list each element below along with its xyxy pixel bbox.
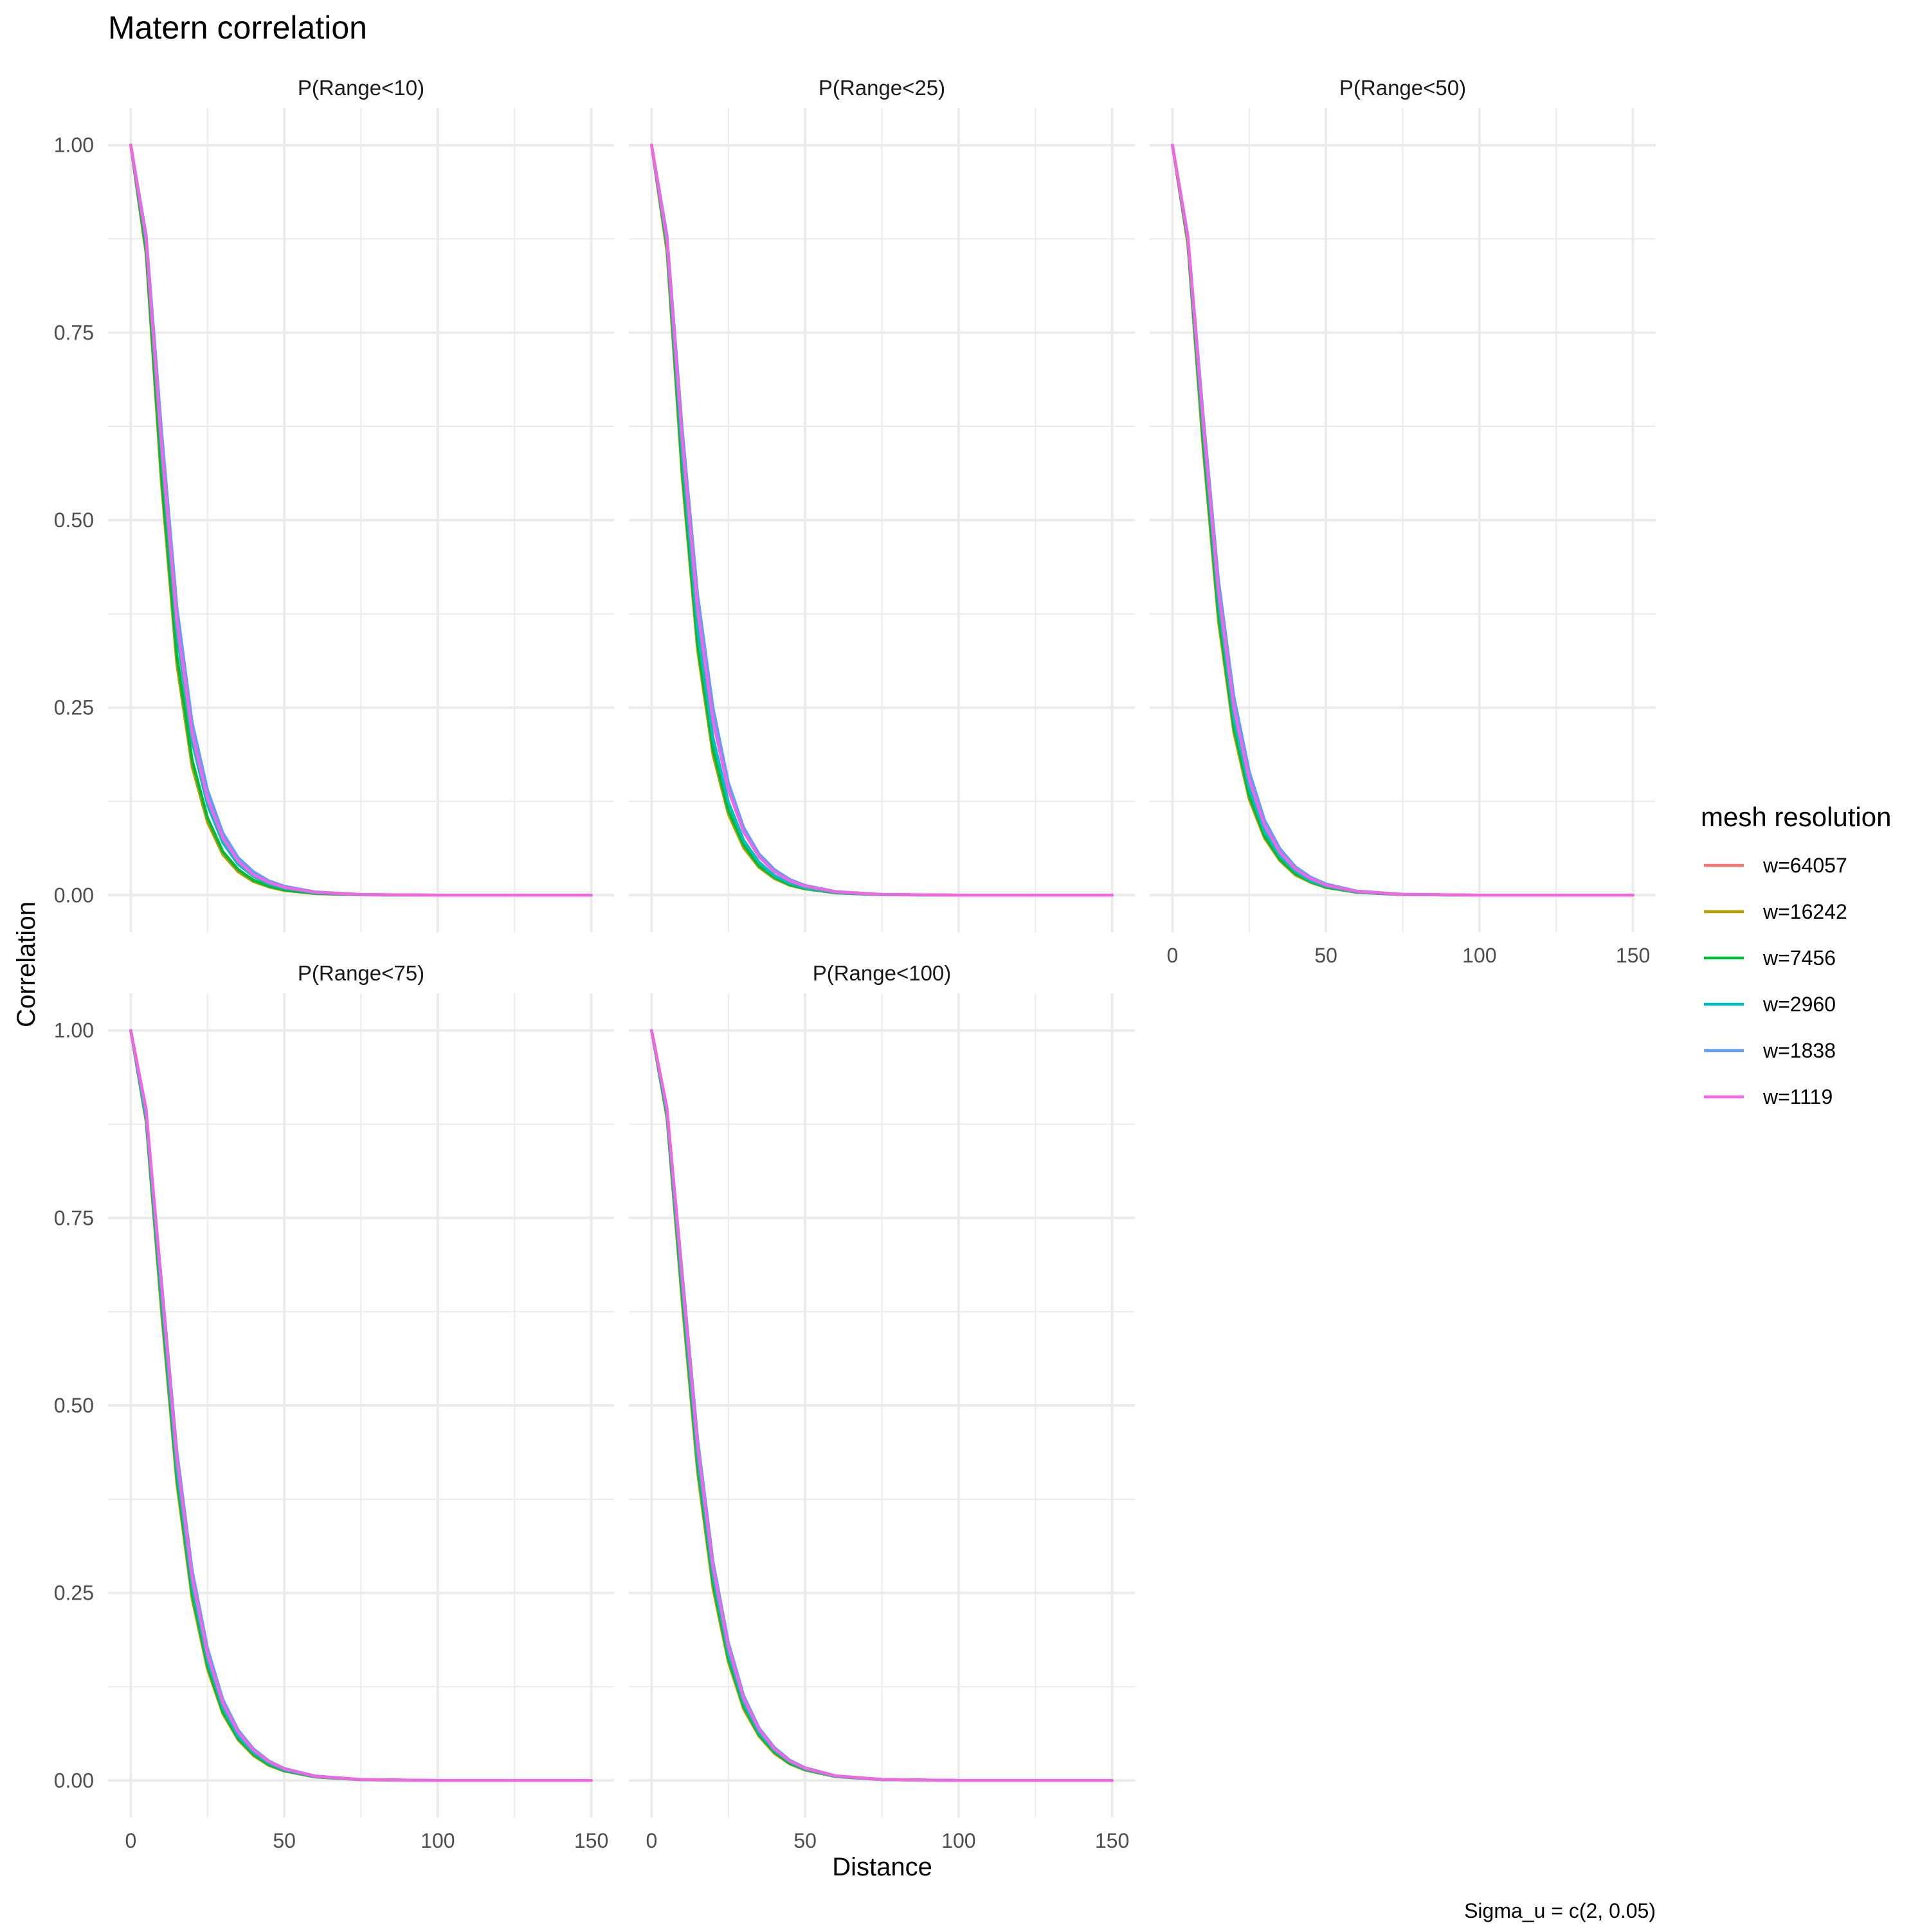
- y-tick-label: 1.00: [54, 134, 94, 157]
- y-tick-label: 0.75: [54, 321, 94, 344]
- panel-strip-label: P(Range<50): [1339, 76, 1466, 100]
- legend-label: w=2960: [1762, 993, 1836, 1016]
- caption: Sigma_u = c(2, 0.05): [1464, 1899, 1656, 1922]
- plot-title: Matern correlation: [108, 10, 367, 46]
- x-tick-label: 100: [421, 1829, 455, 1852]
- legend-title: mesh resolution: [1701, 802, 1891, 832]
- x-tick-label: 50: [273, 1829, 296, 1852]
- y-tick-label: 0.00: [54, 1769, 94, 1792]
- panel-strip-label: P(Range<100): [813, 961, 952, 985]
- x-tick-label: 50: [793, 1829, 817, 1852]
- series-line-w=1119: [1171, 143, 1635, 897]
- x-tick-label: 50: [1314, 944, 1337, 967]
- series-line-w=1119: [650, 143, 1114, 897]
- y-tick-label: 0.75: [54, 1206, 94, 1229]
- y-tick-label: 0.50: [54, 509, 94, 532]
- y-axis-title: Correlation: [12, 901, 41, 1027]
- y-tick-label: 0.50: [54, 1394, 94, 1417]
- series-line-w=1119: [129, 143, 593, 897]
- y-tick-label: 1.00: [54, 1019, 94, 1042]
- series-line-w=1119: [129, 1029, 593, 1782]
- legend: mesh resolution w=64057 w=16242 w=7456 w=29…: [1701, 802, 1891, 1108]
- x-tick-label: 0: [125, 1829, 137, 1852]
- legend-label: w=1838: [1762, 1039, 1836, 1062]
- panel-3: P(Range<50) 0 50 100 150: [1150, 76, 1656, 967]
- x-tick-label: 150: [1095, 1829, 1129, 1852]
- y-tick-label: 0.25: [54, 1582, 94, 1605]
- panel-2: P(Range<25): [629, 76, 1135, 932]
- panel-strip-label: P(Range<75): [298, 961, 424, 985]
- y-tick-label: 0.25: [54, 696, 94, 719]
- x-tick-label: 0: [1167, 944, 1179, 967]
- x-tick-label: 150: [1616, 944, 1650, 967]
- panel-strip-label: P(Range<25): [819, 76, 945, 100]
- legend-label: w=16242: [1762, 900, 1847, 923]
- panel-1: P(Range<10) 0.00 0.25 0.50 0.75 1.00: [54, 76, 614, 932]
- x-tick-label: 0: [646, 1829, 658, 1852]
- panel-4: P(Range<75) 0.00 0.25 0.50 0.75 1.00 0 50 100 150: [54, 961, 614, 1852]
- facet-panels: P(Range<10) 0.00 0.25 0.50 0.75 1.00 P(Range<2…: [54, 76, 1656, 1852]
- y-tick-label: 0.00: [54, 883, 94, 907]
- series-line-w=1119: [650, 1029, 1114, 1782]
- legend-label: w=7456: [1762, 946, 1836, 970]
- x-axis-title: Distance: [832, 1853, 932, 1881]
- legend-label: w=64057: [1762, 854, 1847, 877]
- panel-strip-label: P(Range<10): [298, 76, 424, 100]
- legend-label: w=1119: [1762, 1085, 1833, 1108]
- x-tick-label: 100: [941, 1829, 975, 1852]
- x-tick-label: 150: [574, 1829, 608, 1852]
- x-tick-label: 100: [1462, 944, 1496, 967]
- panel-5: P(Range<100) 0 50 100 150: [629, 961, 1135, 1852]
